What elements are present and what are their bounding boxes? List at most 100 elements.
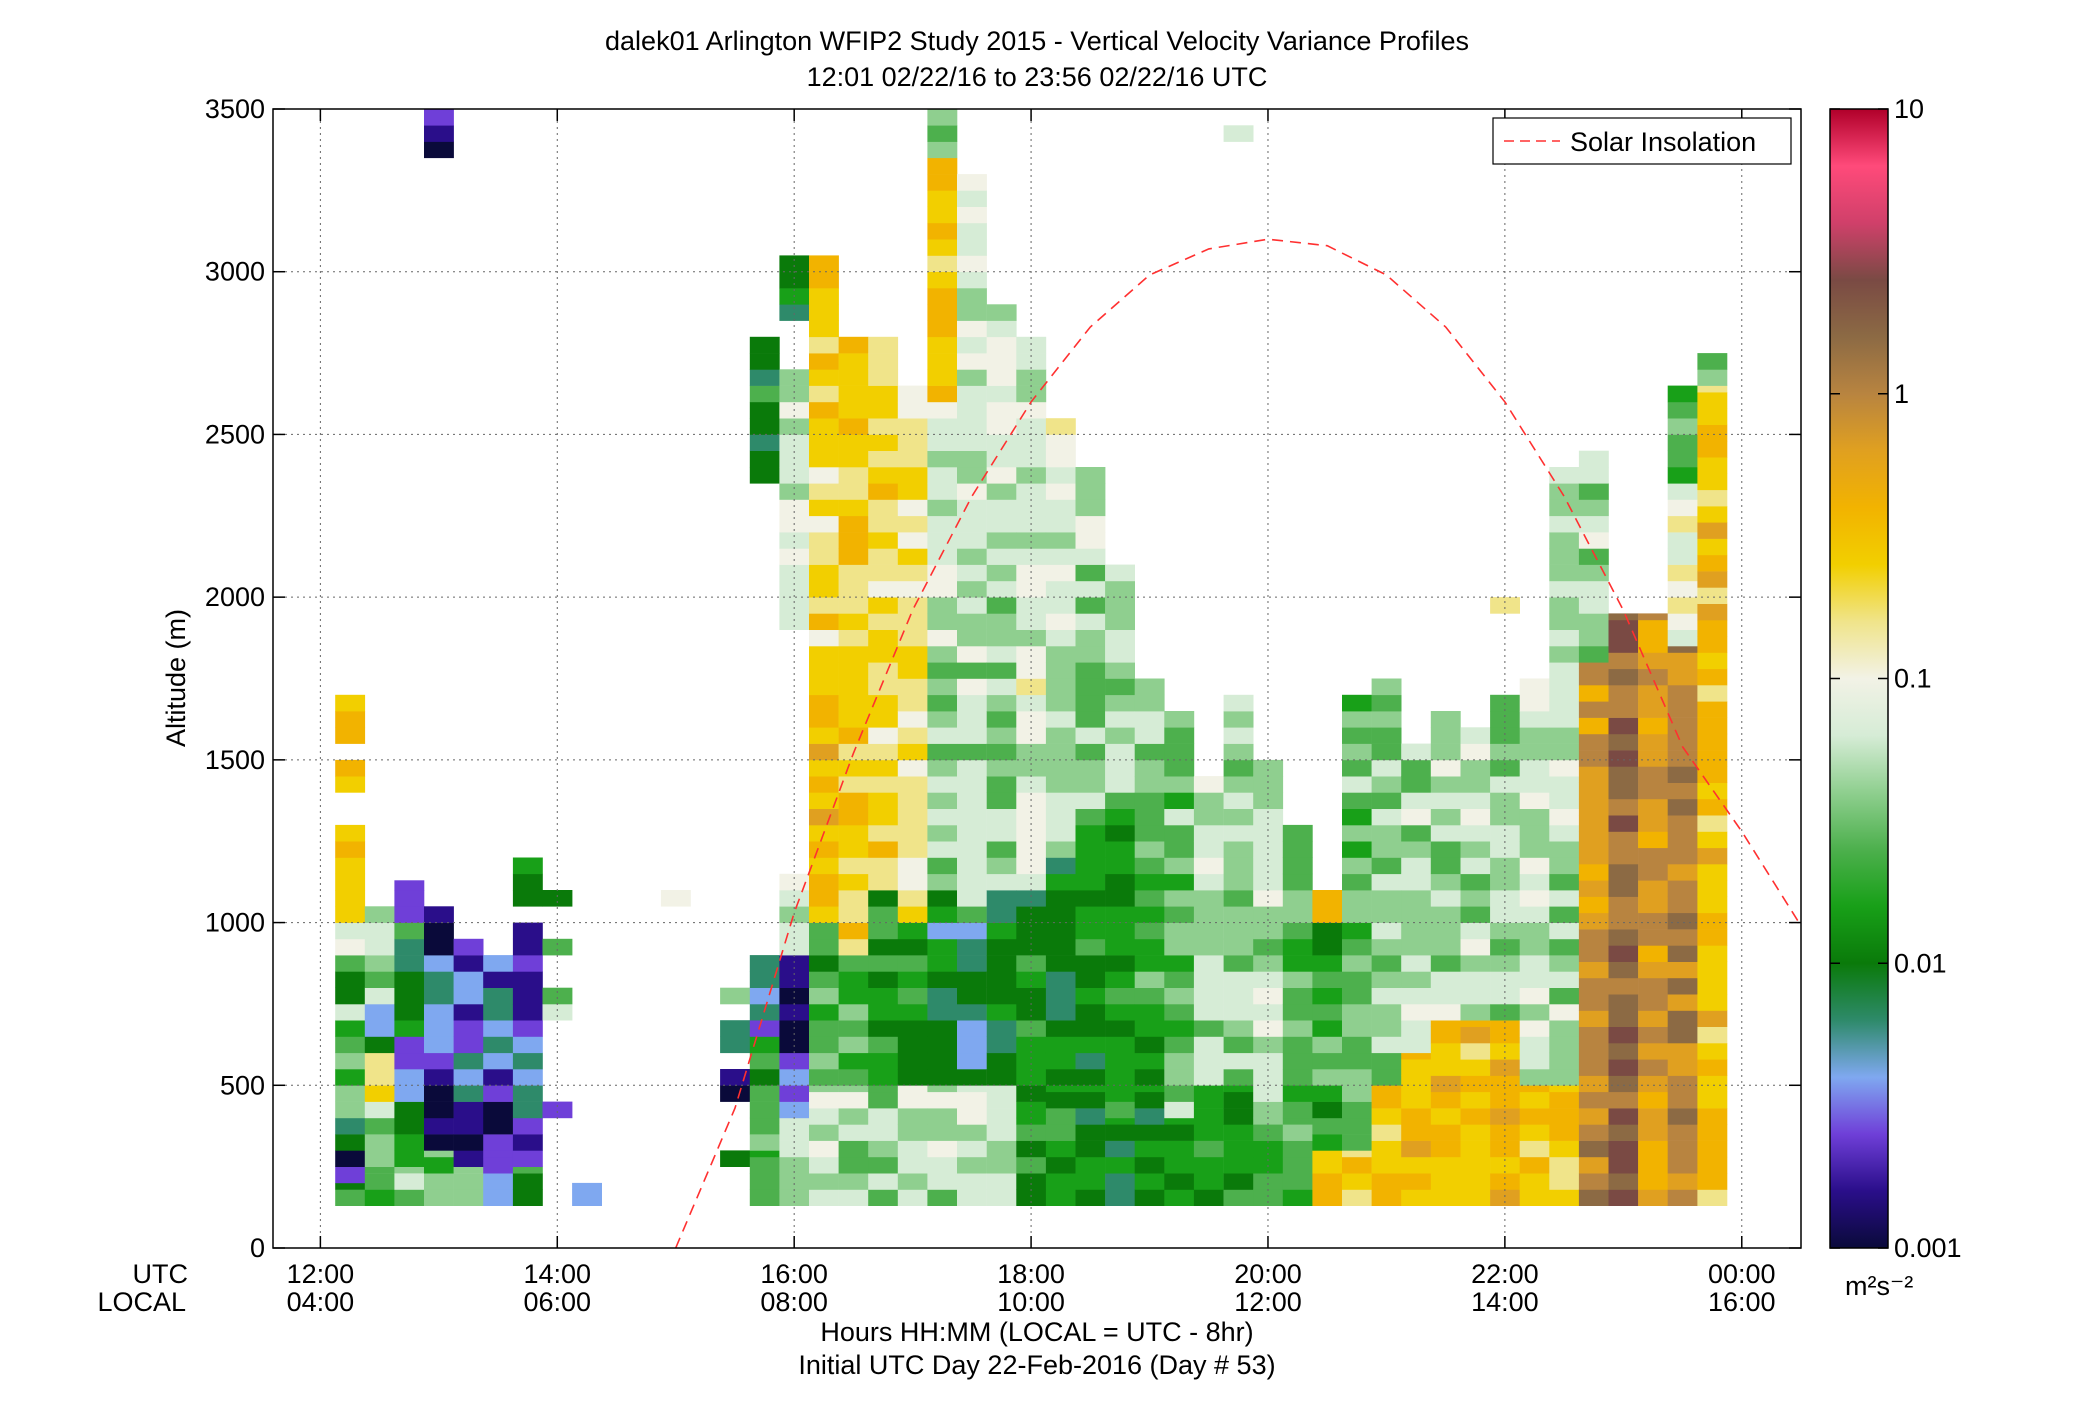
heatmap-cell — [838, 450, 869, 468]
x-tick-label-utc: 12:00 — [287, 1259, 355, 1289]
heatmap-cell — [868, 1069, 899, 1086]
heatmap-cell — [364, 1085, 395, 1102]
heatmap-cell — [1697, 1075, 1728, 1093]
heatmap-cell — [720, 1069, 750, 1086]
heatmap-cell — [809, 694, 839, 712]
heatmap-cell — [1164, 1189, 1195, 1206]
heatmap-cell — [838, 629, 869, 647]
heatmap-cell — [838, 597, 869, 614]
heatmap-cell — [1638, 1173, 1668, 1190]
heatmap-cell — [986, 483, 1017, 500]
heatmap-cell — [1667, 629, 1698, 647]
heatmap-cell — [1519, 1156, 1550, 1174]
heatmap-cell — [1638, 1010, 1668, 1027]
heatmap-cell — [1075, 792, 1106, 809]
heatmap-cell — [1105, 580, 1135, 598]
heatmap-cell — [394, 1173, 425, 1190]
heatmap-cell — [838, 385, 869, 403]
heatmap-cell — [1223, 1003, 1254, 1021]
heatmap-cell — [1667, 798, 1698, 816]
heatmap-cell — [838, 336, 869, 354]
heatmap-cell — [335, 1182, 366, 1190]
heatmap-cell — [424, 922, 454, 940]
heatmap-cell — [1105, 890, 1135, 907]
heatmap-cell — [1460, 890, 1491, 907]
heatmap-cell — [1460, 727, 1491, 744]
heatmap-cell — [1016, 824, 1047, 842]
heatmap-cell — [483, 971, 514, 988]
heatmap-cell — [1016, 1069, 1047, 1086]
heatmap-cell — [1519, 743, 1550, 761]
heatmap-cell — [1401, 1189, 1432, 1206]
heatmap-cell — [1342, 1101, 1372, 1119]
heatmap-cell — [1075, 1156, 1106, 1174]
heatmap-cell — [957, 580, 987, 598]
heatmap-cell — [927, 711, 958, 728]
heatmap-cell — [986, 792, 1017, 809]
heatmap-cell — [1045, 922, 1076, 940]
heatmap-cell — [1549, 759, 1580, 777]
heatmap-cell — [779, 955, 810, 972]
heatmap-cell — [1667, 701, 1698, 718]
heatmap-cell — [957, 288, 987, 305]
heatmap-cell — [927, 255, 958, 272]
heatmap-cell — [1045, 597, 1076, 614]
heatmap-cell — [986, 906, 1017, 923]
heatmap-cell — [1164, 727, 1195, 744]
heatmap-cell — [1460, 792, 1491, 809]
heatmap-cell — [1105, 971, 1135, 988]
heatmap-cell — [1253, 1003, 1284, 1021]
heatmap-cell — [1075, 727, 1106, 744]
heatmap-cell — [809, 776, 839, 793]
heatmap-cell — [809, 613, 839, 630]
x-tick-label-local: 04:00 — [287, 1287, 355, 1317]
heatmap-cell — [809, 369, 839, 386]
heatmap-cell — [897, 564, 928, 582]
heatmap-cell — [838, 1140, 869, 1158]
heatmap-cell — [1430, 824, 1461, 842]
heatmap-cell — [453, 1003, 484, 1021]
heatmap-cell — [1490, 890, 1520, 907]
heatmap-cell — [1430, 857, 1461, 875]
heatmap-cell — [1460, 1173, 1491, 1190]
heatmap-cell — [364, 922, 395, 940]
heatmap-cell — [1608, 782, 1639, 800]
heatmap-cell — [1223, 125, 1254, 142]
heatmap-cell — [1608, 1173, 1639, 1190]
heatmap-cell — [1075, 662, 1106, 679]
heatmap-cell — [1223, 727, 1254, 744]
heatmap-cell — [1045, 678, 1076, 696]
heatmap-cell — [897, 434, 928, 451]
heatmap-cell — [779, 434, 810, 451]
heatmap-cell — [394, 955, 425, 972]
heatmap-cell — [1519, 1036, 1550, 1054]
heatmap-cell — [986, 532, 1017, 549]
heatmap-cell — [1045, 808, 1076, 826]
heatmap-cell — [1193, 1003, 1224, 1021]
heatmap-cell — [897, 450, 928, 468]
heatmap-cell — [1193, 971, 1224, 988]
heatmap-cell — [1312, 1020, 1343, 1037]
heatmap-cell — [1342, 808, 1372, 826]
heatmap-cell — [986, 613, 1017, 630]
heatmap-cell — [1549, 1124, 1580, 1141]
x-axis-label: Hours HH:MM (LOCAL = UTC - 8hr) — [820, 1317, 1253, 1347]
heatmap-cell — [1134, 1124, 1165, 1141]
heatmap-cell — [1134, 1091, 1165, 1109]
heatmap-cell — [838, 1036, 869, 1054]
heatmap-cell — [512, 873, 543, 891]
heatmap-cell — [1608, 717, 1639, 735]
heatmap-cell — [1697, 1108, 1728, 1125]
heatmap-cell — [1193, 1052, 1224, 1070]
heatmap-cell — [1075, 1124, 1106, 1141]
heatmap-cell — [1697, 554, 1728, 572]
heatmap-cell — [1401, 1108, 1432, 1125]
heatmap-cell — [512, 1020, 543, 1037]
heatmap-cell — [1667, 401, 1698, 419]
heatmap-cell — [1282, 1101, 1313, 1119]
heatmap-cell — [1490, 711, 1520, 728]
heatmap-cell — [335, 938, 366, 956]
heatmap-cell — [749, 336, 780, 354]
heatmap-cell — [1134, 1156, 1165, 1174]
heatmap-cell — [986, 515, 1017, 533]
